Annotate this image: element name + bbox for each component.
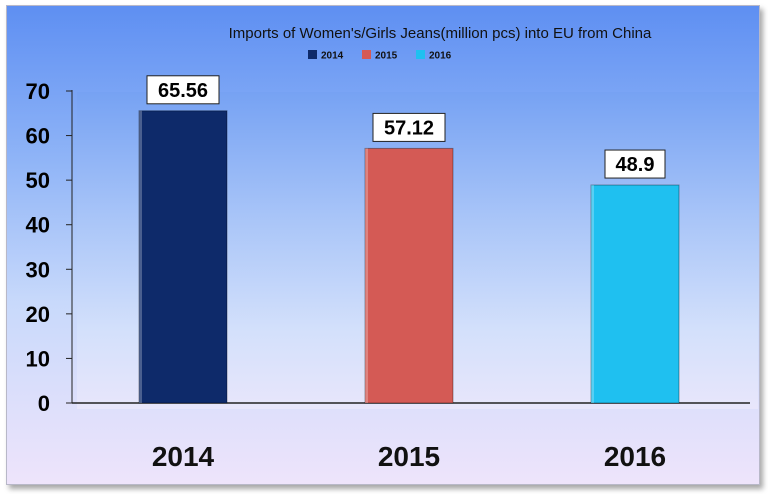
bars: 65.56 57.12 48.9 (138, 75, 680, 404)
data-label-2014: 65.56 (158, 80, 208, 102)
y-tick-label: 20 (26, 302, 50, 327)
y-tick-label: 30 (26, 257, 50, 282)
y-tick-label: 40 (26, 213, 50, 238)
y-tick-label: 60 (26, 124, 50, 149)
data-label-box-2016 (604, 149, 666, 179)
y-tick-label: 0 (38, 391, 50, 416)
x-tick-label-2014: 2014 (152, 441, 215, 472)
bar-2014 (138, 110, 228, 404)
x-tick-label-2015: 2015 (378, 441, 440, 472)
data-label-2016: 48.9 (616, 154, 655, 176)
y-axis-ticks: 0 10 20 30 40 50 60 70 (26, 79, 72, 416)
legend-label-2015: 2015 (375, 51, 398, 62)
bar-2016 (590, 184, 680, 404)
data-label-box-2014 (146, 75, 220, 105)
legend-swatch-2015 (362, 50, 371, 59)
legend: 2014 2015 2016 (308, 50, 452, 62)
data-label-box-2015 (372, 112, 446, 142)
y-tick-label: 10 (26, 346, 50, 371)
y-tick-label: 70 (26, 79, 50, 104)
legend-swatch-2016 (416, 50, 425, 59)
y-tick-label: 50 (26, 168, 50, 193)
legend-label-2014: 2014 (321, 51, 344, 62)
chart-title: Imports of Women's/Girls Jeans(million p… (229, 25, 652, 42)
x-tick-label-2016: 2016 (604, 441, 666, 472)
bar-highlight-2015 (365, 148, 368, 403)
bar-highlight-2014 (139, 110, 142, 404)
bar-highlight-2016 (591, 185, 594, 403)
legend-swatch-2014 (308, 50, 317, 59)
data-label-2015: 57.12 (384, 117, 434, 139)
bar-2015 (364, 147, 454, 404)
legend-label-2016: 2016 (429, 51, 452, 62)
x-axis-ticks: 2014 2015 2016 (152, 441, 666, 472)
